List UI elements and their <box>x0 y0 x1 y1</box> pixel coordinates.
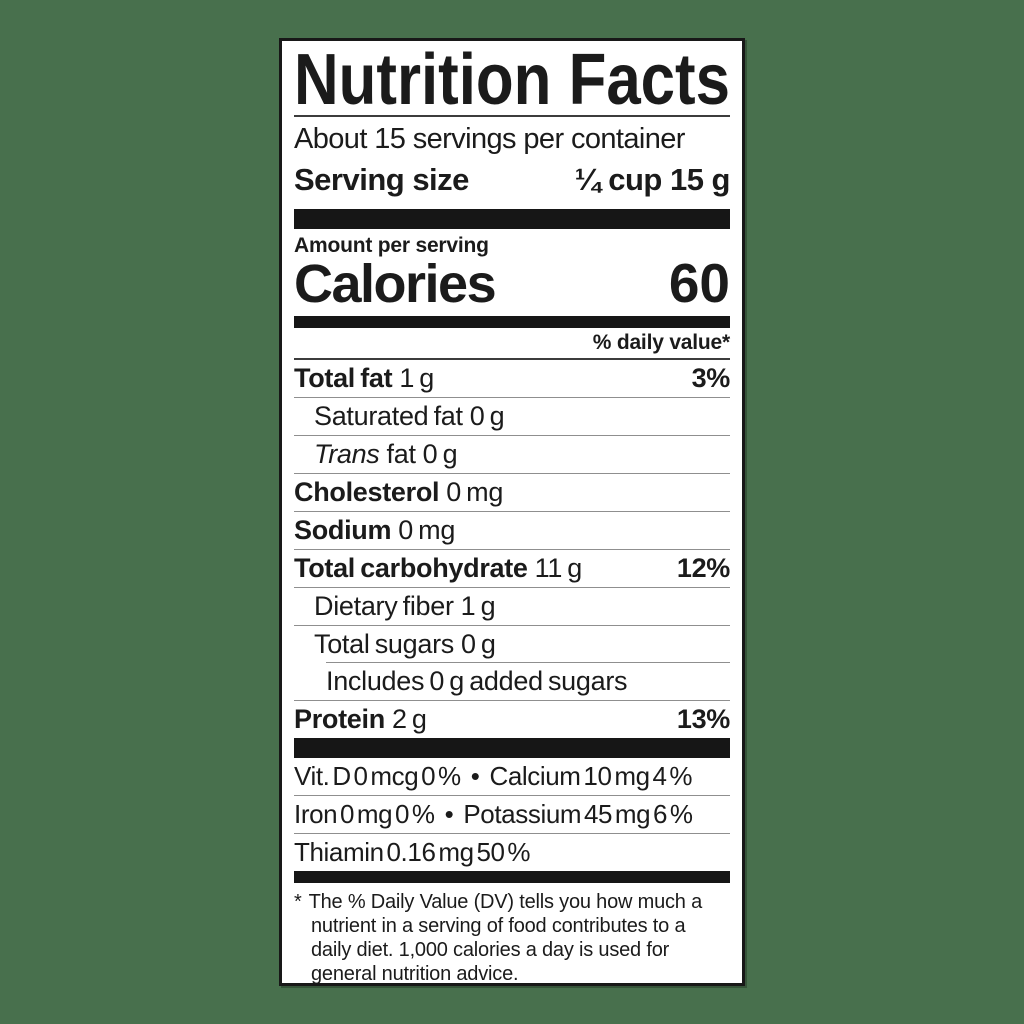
bullet-separator: • <box>470 761 480 791</box>
thick-divider-bar <box>294 738 730 758</box>
micronutrient-left: Thiamin 0.16 mg 50 % <box>294 837 531 867</box>
medium-divider-bar <box>294 316 730 328</box>
nutrient-name: Total fat 1 g <box>294 363 434 393</box>
daily-value-percent: 13% <box>676 704 730 734</box>
servings-per-container: About 15 servings per container <box>294 123 685 155</box>
nutrient-row-total-fat: Total fat 1 g 3% <box>294 360 730 397</box>
daily-value-percent: 3% <box>691 363 731 393</box>
nutrient-name: Total carbohydrate 11 g <box>294 553 583 583</box>
amount-per-serving-label: Amount per serving <box>294 234 489 257</box>
medium-divider-bar <box>294 871 730 883</box>
nutrient-row-added-sugars: Includes 0 g added sugars <box>294 662 730 700</box>
nutrient-row-saturated-fat: Saturated fat 0 g <box>294 397 730 435</box>
micronutrient-rows: Vit. D 0 mcg 0 % • Calcium 10 mg 4 % Iron … <box>294 758 730 871</box>
serving-size-value: ¼ cup 15 g <box>574 162 731 197</box>
serving-size-row: Serving size ¼ cup 15 g <box>294 159 731 201</box>
micronutrient-row-iron-potassium: Iron 0 mg 0 % • Potassium 45 mg 6 % <box>294 795 730 833</box>
calories-label: Calories <box>294 254 497 314</box>
label-title-svg: Nutrition Facts <box>294 40 730 120</box>
label-title: Nutrition Facts <box>294 40 730 120</box>
nutrient-name: Protein 2 g <box>294 704 427 734</box>
calories-row: Calories 60 <box>294 252 730 314</box>
footnote: * The % Daily Value (DV) tells you how mu… <box>294 890 730 986</box>
nutrient-row-protein: Protein 2 g 13% <box>294 700 730 738</box>
title-divider <box>294 115 730 117</box>
daily-value-header: % daily value* <box>592 331 730 354</box>
daily-value-percent: 12% <box>676 553 730 583</box>
micronutrient-left: Vit. D 0 mcg 0 % <box>294 761 461 791</box>
serving-size-label: Serving size <box>294 162 469 197</box>
nutrient-row-total-sugars: Total sugars 0 g <box>294 625 730 663</box>
thick-divider-bar <box>294 209 730 229</box>
nutrient-row-total-carbohydrate: Total carbohydrate 11 g 12% <box>294 549 730 587</box>
calories-value: 60 <box>668 252 730 314</box>
bullet-separator: • <box>444 799 454 829</box>
footnote-text: The % Daily Value (DV) tells you how muc… <box>308 891 703 985</box>
micronutrient-right: Calcium 10 mg 4 % <box>489 761 693 791</box>
nutrient-name: Saturated fat 0 g <box>314 401 505 431</box>
nutrient-row-trans-fat: Trans fat 0 g <box>294 435 730 473</box>
micronutrient-right: Potassium 45 mg 6 % <box>463 799 693 829</box>
nutrient-name: Cholesterol 0 mg <box>294 477 504 507</box>
nutrient-row-sodium: Sodium 0 mg <box>294 511 730 549</box>
nutrient-name: Dietary fiber 1 g <box>314 591 496 621</box>
micronutrient-left: Iron 0 mg 0 % <box>294 799 435 829</box>
nutrient-name: Includes 0 g added sugars <box>326 666 628 696</box>
footnote-asterisk: * <box>294 891 302 913</box>
label-title-text: Nutrition Facts <box>294 47 730 113</box>
nutrient-row-cholesterol: Cholesterol 0 mg <box>294 473 730 511</box>
nutrient-name: Sodium 0 mg <box>294 515 456 545</box>
micronutrient-row-vitd-calcium: Vit. D 0 mcg 0 % • Calcium 10 mg 4 % <box>294 758 730 795</box>
nutrient-row-dietary-fiber: Dietary fiber 1 g <box>294 587 730 625</box>
micronutrient-row-thiamin: Thiamin 0.16 mg 50 % <box>294 833 730 871</box>
nutrition-facts-label: Nutrition Facts About 15 servings per co… <box>279 38 745 986</box>
nutrient-name: Total sugars 0 g <box>314 629 496 659</box>
nutrient-rows: Total fat 1 g 3% Saturated fat 0 g Trans fa… <box>294 358 730 738</box>
nutrient-name: Trans fat 0 g <box>314 439 458 469</box>
